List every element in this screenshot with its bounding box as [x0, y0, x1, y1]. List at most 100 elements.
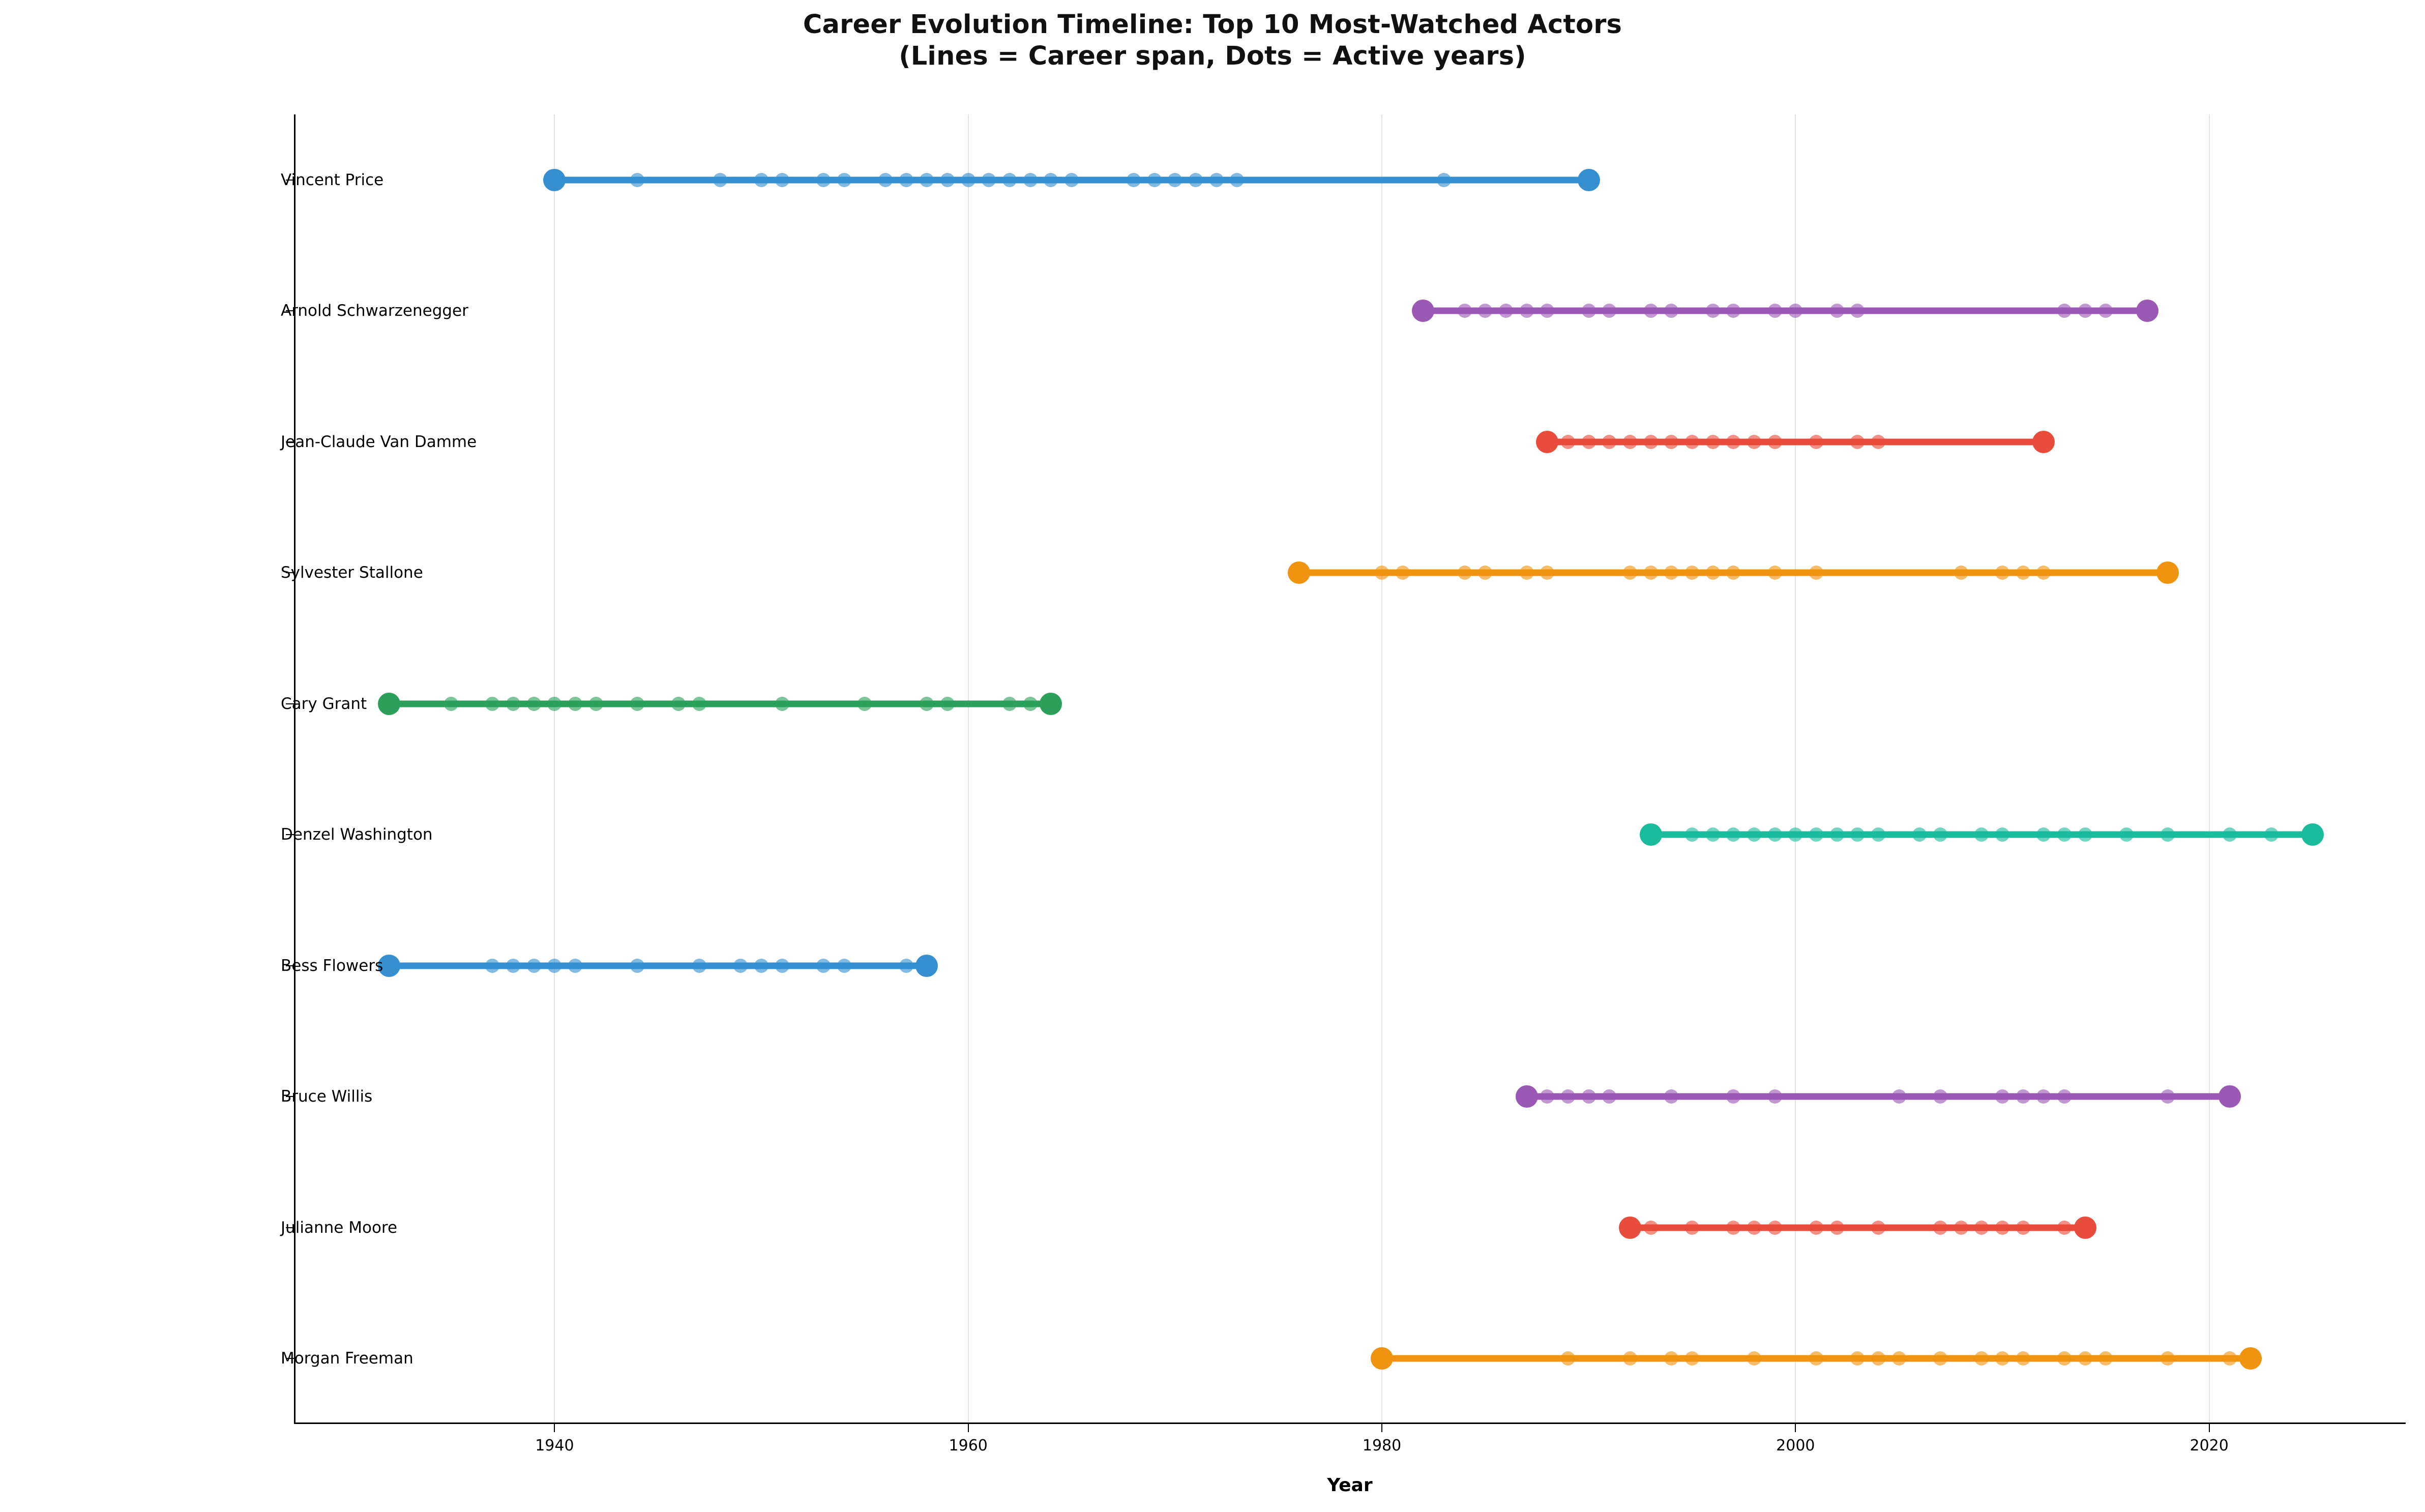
gridline-1980 [1381, 114, 1383, 1424]
active-year-dot-bruce-willis-1999 [1767, 1089, 1782, 1104]
active-year-dot-morgan-freeman-2011 [2016, 1351, 2030, 1366]
gridline-1940 [554, 114, 555, 1424]
career-end-dot-julianne-moore [2074, 1216, 2096, 1239]
active-year-dot-arnold-schwarzenegger-2003 [1850, 304, 1865, 318]
active-year-dot-bruce-willis-2005 [1891, 1089, 1906, 1104]
career-span-line-bess-flowers [389, 962, 927, 969]
x-tick-mark-1940 [554, 1424, 555, 1432]
active-year-dot-morgan-freeman-2018 [2161, 1351, 2175, 1366]
active-year-dot-jean-claude-van-damme-1996 [1705, 434, 1720, 449]
active-year-dot-cary-grant-1939 [526, 696, 541, 711]
active-year-dot-cary-grant-1935 [444, 696, 459, 711]
active-year-dot-morgan-freeman-2005 [1891, 1351, 1906, 1366]
active-year-dot-vincent-price-1964 [1044, 172, 1058, 187]
x-tick-mark-2000 [1795, 1424, 1796, 1432]
gridline-2000 [1795, 114, 1796, 1424]
career-start-dot-vincent-price [543, 168, 566, 191]
active-year-dot-arnold-schwarzenegger-1999 [1767, 304, 1782, 318]
active-year-dot-denzel-washington-1998 [1747, 827, 1762, 842]
active-year-dot-sylvester-stallone-1996 [1705, 566, 1720, 580]
x-tick-mark-1960 [967, 1424, 969, 1432]
active-year-dot-arnold-schwarzenegger-1997 [1726, 304, 1741, 318]
active-year-dot-jean-claude-van-damme-1994 [1664, 434, 1679, 449]
active-year-dot-vincent-price-1950 [754, 172, 769, 187]
active-year-dot-vincent-price-1969 [1147, 172, 1162, 187]
active-year-dot-cary-grant-1959 [940, 696, 955, 711]
active-year-dot-bruce-willis-1989 [1561, 1089, 1576, 1104]
y-tick-mark-vincent-price [286, 179, 294, 181]
active-year-dot-vincent-price-1959 [940, 172, 955, 187]
active-year-dot-denzel-washington-2018 [2161, 827, 2175, 842]
active-year-dot-arnold-schwarzenegger-1990 [1581, 304, 1596, 318]
active-year-dot-denzel-washington-2014 [2078, 827, 2092, 842]
active-year-dot-denzel-washington-1997 [1726, 827, 1741, 842]
active-year-dot-vincent-price-1961 [982, 172, 996, 187]
active-year-dot-vincent-price-1948 [713, 172, 727, 187]
active-year-dot-vincent-price-1954 [837, 172, 851, 187]
active-year-dot-vincent-price-1957 [899, 172, 913, 187]
x-axis-label: Year [1327, 1475, 1373, 1496]
career-start-dot-sylvester-stallone [1288, 561, 1311, 584]
active-year-dot-morgan-freeman-2001 [1809, 1351, 1824, 1366]
active-year-dot-bess-flowers-1937 [485, 958, 500, 973]
axis-spine-bottom [294, 1422, 2406, 1424]
active-year-dot-sylvester-stallone-2011 [2016, 566, 2030, 580]
active-year-dot-morgan-freeman-2021 [2223, 1351, 2237, 1366]
active-year-dot-denzel-washington-2010 [1995, 827, 2009, 842]
active-year-dot-sylvester-stallone-1981 [1395, 566, 1410, 580]
active-year-dot-julianne-moore-1998 [1747, 1220, 1762, 1235]
active-year-dot-sylvester-stallone-1999 [1767, 566, 1782, 580]
active-year-dot-cary-grant-1958 [920, 696, 934, 711]
active-year-dot-sylvester-stallone-1987 [1519, 566, 1534, 580]
active-year-dot-morgan-freeman-2010 [1995, 1351, 2009, 1366]
y-tick-mark-cary-grant [286, 703, 294, 704]
career-start-dot-julianne-moore [1619, 1216, 1642, 1239]
active-year-dot-jean-claude-van-damme-1992 [1623, 434, 1638, 449]
active-year-dot-sylvester-stallone-2010 [1995, 566, 2009, 580]
career-end-dot-bess-flowers [915, 954, 938, 977]
active-year-dot-bess-flowers-1953 [816, 958, 831, 973]
x-tick-label-1980: 1980 [1362, 1437, 1402, 1455]
active-year-dot-julianne-moore-2001 [1809, 1220, 1824, 1235]
active-year-dot-bess-flowers-1941 [568, 958, 583, 973]
active-year-dot-denzel-washington-1999 [1767, 827, 1782, 842]
active-year-dot-julianne-moore-2011 [2016, 1220, 2030, 1235]
active-year-dot-denzel-washington-2006 [1912, 827, 1927, 842]
active-year-dot-morgan-freeman-1989 [1561, 1351, 1576, 1366]
active-year-dot-vincent-price-1951 [775, 172, 789, 187]
active-year-dot-sylvester-stallone-2001 [1809, 566, 1824, 580]
active-year-dot-jean-claude-van-damme-2003 [1850, 434, 1865, 449]
active-year-dot-cary-grant-1938 [506, 696, 521, 711]
active-year-dot-julianne-moore-1995 [1685, 1220, 1700, 1235]
x-tick-label-2000: 2000 [1776, 1437, 1815, 1455]
active-year-dot-julianne-moore-2008 [1954, 1220, 1968, 1235]
active-year-dot-bess-flowers-1947 [692, 958, 707, 973]
active-year-dot-sylvester-stallone-1980 [1375, 566, 1389, 580]
active-year-dot-bruce-willis-1997 [1726, 1089, 1741, 1104]
active-year-dot-sylvester-stallone-1985 [1478, 566, 1493, 580]
active-year-dot-cary-grant-1947 [692, 696, 707, 711]
active-year-dot-vincent-price-1953 [816, 172, 831, 187]
active-year-dot-denzel-washington-2012 [2036, 827, 2051, 842]
active-year-dot-arnold-schwarzenegger-2002 [1829, 304, 1844, 318]
active-year-dot-vincent-price-1971 [1189, 172, 1203, 187]
axis-spine-left [294, 114, 295, 1424]
active-year-dot-morgan-freeman-2004 [1871, 1351, 1886, 1366]
active-year-dot-jean-claude-van-damme-2004 [1871, 434, 1886, 449]
active-year-dot-arnold-schwarzenegger-2013 [2057, 304, 2072, 318]
active-year-dot-julianne-moore-2004 [1871, 1220, 1886, 1235]
career-start-dot-arnold-schwarzenegger [1412, 300, 1435, 322]
x-tick-mark-1980 [1381, 1424, 1383, 1432]
active-year-dot-arnold-schwarzenegger-2000 [1788, 304, 1803, 318]
active-year-dot-cary-grant-1937 [485, 696, 500, 711]
active-year-dot-vincent-price-1960 [961, 172, 975, 187]
active-year-dot-cary-grant-1962 [1002, 696, 1017, 711]
active-year-dot-morgan-freeman-1994 [1664, 1351, 1679, 1366]
active-year-dot-cary-grant-1940 [547, 696, 562, 711]
active-year-dot-bruce-willis-1994 [1664, 1089, 1679, 1104]
active-year-dot-morgan-freeman-2013 [2057, 1351, 2072, 1366]
active-year-dot-arnold-schwarzenegger-1996 [1705, 304, 1720, 318]
y-tick-mark-arnold-schwarzenegger [286, 310, 294, 312]
active-year-dot-julianne-moore-2002 [1829, 1220, 1844, 1235]
